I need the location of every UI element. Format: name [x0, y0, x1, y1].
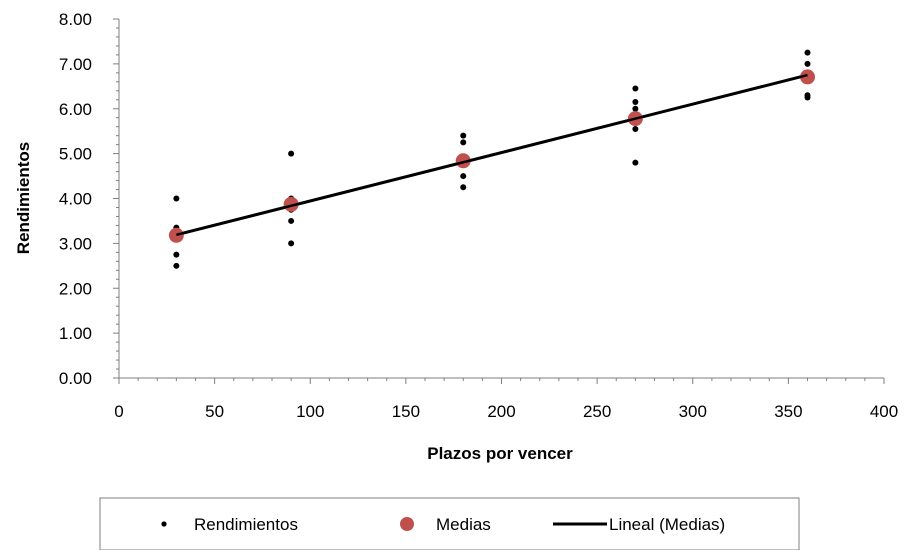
legend-box	[99, 497, 800, 550]
point-medias-0	[168, 227, 184, 243]
point-rendimientos-4	[173, 251, 180, 258]
y-tick-label-4: 4.00	[59, 190, 92, 209]
x-tick-label-7: 350	[774, 402, 802, 421]
y-tick-label-8: 8.00	[59, 10, 92, 29]
point-rendimientos-19	[632, 99, 639, 106]
x-tick-label-5: 250	[583, 402, 611, 421]
legend: Rendimientos Medias Lineal (Medias)	[99, 497, 800, 550]
point-rendimientos-12	[460, 132, 467, 139]
y-tick-label-2: 2.00	[59, 279, 92, 298]
point-rendimientos-23	[632, 159, 639, 166]
series-layer	[168, 49, 815, 269]
x-tick-label-0: 0	[114, 402, 123, 421]
point-rendimientos-10	[288, 217, 295, 224]
point-rendimientos-0	[173, 195, 180, 202]
point-rendimientos-29	[804, 94, 811, 101]
trend-line-overlay	[176, 73, 808, 237]
legend-marker-medias	[400, 517, 414, 531]
x-tick-label-4: 200	[487, 402, 515, 421]
point-rendimientos-5	[173, 262, 180, 269]
legend-label-lineal: Lineal (Medias)	[609, 515, 725, 534]
x-tick-label-3: 150	[392, 402, 420, 421]
point-rendimientos-18	[632, 85, 639, 92]
point-rendimientos-22	[632, 125, 639, 132]
point-rendimientos-11	[288, 240, 295, 247]
legend-label-rendimientos: Rendimientos	[194, 515, 298, 534]
point-rendimientos-16	[460, 173, 467, 180]
point-rendimientos-17	[460, 184, 467, 191]
point-rendimientos-6	[288, 150, 295, 157]
point-medias-2	[455, 153, 471, 169]
y-tick-labels: 0.00 1.00 2.00 3.00 4.00 5.00 6.00 7.00 8.00	[59, 10, 92, 388]
x-minor-ticks	[118, 378, 885, 384]
legend-marker-rendimientos	[161, 521, 167, 527]
point-medias-1	[283, 196, 299, 212]
point-medias-4	[800, 69, 815, 85]
legend-label-medias: Medias	[436, 515, 491, 534]
y-tick-label-5: 5.00	[59, 145, 92, 164]
y-tick-label-6: 6.00	[59, 100, 92, 119]
y-tick-label-3: 3.00	[59, 234, 92, 253]
x-tick-label-6: 300	[679, 402, 707, 421]
x-tick-labels: 0 50 100 150 200 250 300 350 400	[114, 402, 898, 421]
y-tick-label-1: 1.00	[59, 324, 92, 343]
x-axis-title: Plazos por vencer	[427, 444, 573, 463]
y-tick-label-7: 7.00	[59, 55, 92, 74]
y-minor-ticks	[113, 18, 119, 379]
x-tick-label-8: 400	[870, 402, 898, 421]
x-tick-label-2: 100	[296, 402, 324, 421]
x-tick-label-1: 50	[205, 402, 224, 421]
point-rendimientos-24	[804, 49, 811, 56]
point-rendimientos-25	[804, 60, 811, 67]
point-rendimientos-13	[460, 139, 467, 146]
y-axis-title: Rendimientos	[14, 142, 33, 254]
point-rendimientos-20	[632, 105, 639, 112]
y-tick-label-0: 0.00	[59, 369, 92, 388]
